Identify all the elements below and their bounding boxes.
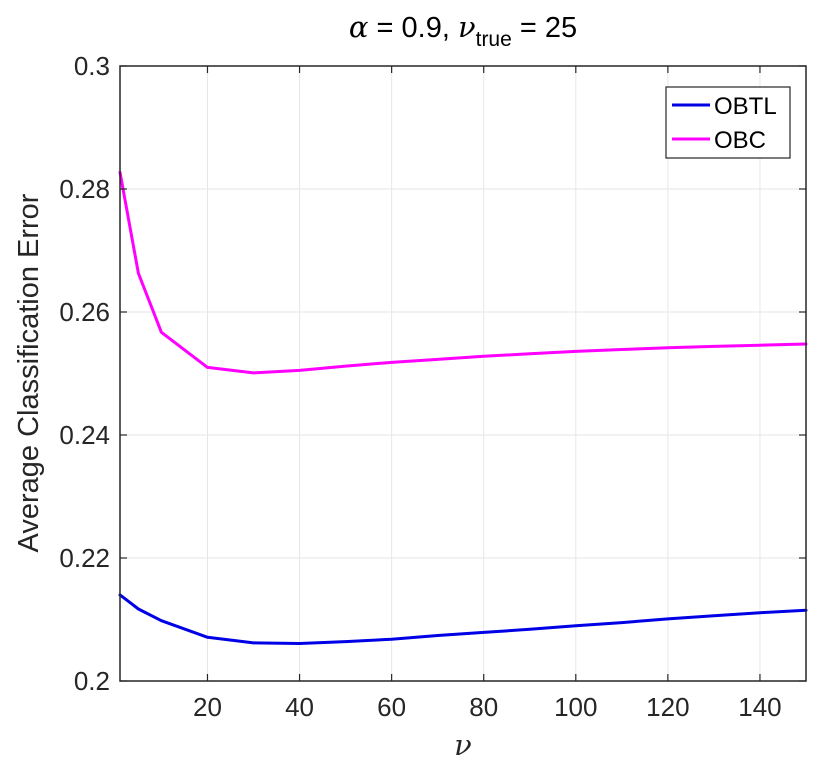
- chart-title: α = 0.9, νtrue = 25: [349, 10, 577, 51]
- plot-frame: [119, 65, 807, 682]
- plot-area: [120, 66, 806, 681]
- legend: OBTL OBC: [665, 86, 791, 159]
- y-axis-label: Average Classification Error: [13, 193, 45, 552]
- x-tick-label: 80: [469, 692, 498, 722]
- x-tick-label: 20: [193, 692, 222, 722]
- x-tick-label: 120: [646, 692, 689, 722]
- series-line-obtl: [118, 593, 808, 645]
- x-axis-label: ν: [454, 728, 472, 762]
- legend-label-obc: OBC: [714, 127, 766, 154]
- x-tick-label: 100: [554, 692, 597, 722]
- axis-ticks: 20 40 60 80 100 120 140 0.2 0.22 0.24 0.26 0.28 0.3: [59, 51, 806, 722]
- y-tick-label: 0.24: [59, 420, 110, 450]
- y-tick-label: 0.2: [74, 666, 110, 696]
- legend-label-obtl: OBTL: [714, 93, 777, 120]
- series-line-obc: [118, 170, 808, 375]
- y-tick-label: 0.26: [59, 297, 110, 327]
- legend-box: [665, 86, 791, 159]
- title-alpha-value: = 0.9,: [368, 12, 457, 44]
- y-tick-label: 0.22: [59, 543, 110, 573]
- y-tick-label: 0.28: [59, 174, 110, 204]
- title-alpha-symbol: α: [349, 10, 369, 44]
- x-tick-label: 140: [738, 692, 781, 722]
- title-nu-symbol: ν: [458, 10, 476, 44]
- title-nu-value: = 25: [512, 12, 577, 44]
- y-tick-label: 0.3: [74, 51, 110, 81]
- x-tick-label: 40: [285, 692, 314, 722]
- series-lines: [118, 170, 808, 645]
- x-tick-label: 60: [377, 692, 406, 722]
- title-nu-subscript: true: [476, 28, 512, 51]
